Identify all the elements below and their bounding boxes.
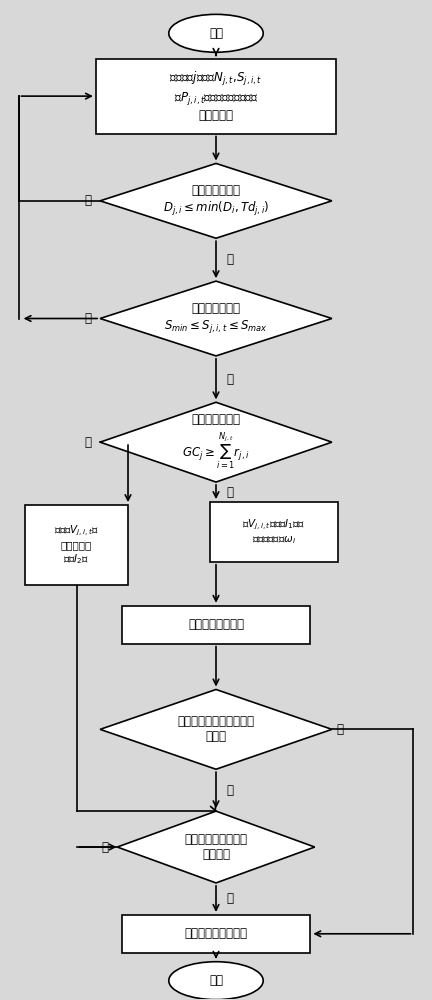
- Text: 对剩余时隙进行分配: 对剩余时隙进行分配: [184, 927, 248, 940]
- Text: 开始: 开始: [209, 27, 223, 40]
- Text: 将节点$V_{j,i,t}$移
动到子调度
列表$I_2$中: 将节点$V_{j,i,t}$移 动到子调度 列表$I_2$中: [54, 524, 99, 566]
- Text: 判断是否满足：
$GC_j\geq\sum_{i=1}^{N_{j,t}}r_{j,i}$: 判断是否满足： $GC_j\geq\sum_{i=1}^{N_{j,t}}r_{…: [182, 413, 250, 472]
- Text: 判断节点是否有新的
数据业务: 判断节点是否有新的 数据业务: [184, 833, 248, 861]
- Ellipse shape: [169, 962, 263, 1000]
- Polygon shape: [100, 689, 332, 769]
- Text: 否: 否: [227, 892, 234, 905]
- Text: 是: 是: [227, 253, 234, 266]
- Text: 判断是否满足：
$S_{min}\leq S_{j,i,t}\leq S_{max}$: 判断是否满足： $S_{min}\leq S_{j,i,t}\leq S_{ma…: [164, 302, 268, 335]
- Text: 结束: 结束: [209, 974, 223, 987]
- Bar: [121, 915, 311, 953]
- Bar: [96, 59, 336, 134]
- Text: 判断是否满足：
$D_{j,i}\leq min(D_i,Td_{j,i})$: 判断是否满足： $D_{j,i}\leq min(D_i,Td_{j,i})$: [163, 184, 269, 218]
- Polygon shape: [117, 811, 315, 883]
- Bar: [210, 502, 338, 562]
- Text: 否: 否: [85, 194, 92, 207]
- Text: 将$V_{j,i,t}$加入到$I_1$中，
计算其业务的$\omega_i$: 将$V_{j,i,t}$加入到$I_1$中， 计算其业务的$\omega_i$: [242, 518, 305, 546]
- Text: 判断是否有未被利用的调
度时隙: 判断是否有未被利用的调 度时隙: [178, 715, 254, 743]
- Ellipse shape: [169, 14, 263, 52]
- Text: 是: 是: [227, 784, 234, 797]
- Text: 确定分配的时隙数: 确定分配的时隙数: [188, 618, 244, 631]
- Text: 否: 否: [85, 312, 92, 325]
- Polygon shape: [100, 402, 332, 482]
- Polygon shape: [100, 163, 332, 238]
- Text: 路旁设备$j$测量出$N_{j,t}$,$S_{j,i,t}$
和$P_{j,i,t}$，其通过广播告知其
他路旁设备: 路旁设备$j$测量出$N_{j,t}$,$S_{j,i,t}$ 和$P_{j,i…: [169, 70, 263, 122]
- Text: 是: 是: [227, 373, 234, 386]
- Bar: [25, 505, 128, 585]
- Text: 是: 是: [102, 841, 109, 854]
- Text: 是: 是: [227, 486, 234, 499]
- Text: 否: 否: [85, 436, 92, 449]
- Text: 否: 否: [336, 723, 343, 736]
- Bar: [121, 606, 311, 644]
- Polygon shape: [100, 281, 332, 356]
